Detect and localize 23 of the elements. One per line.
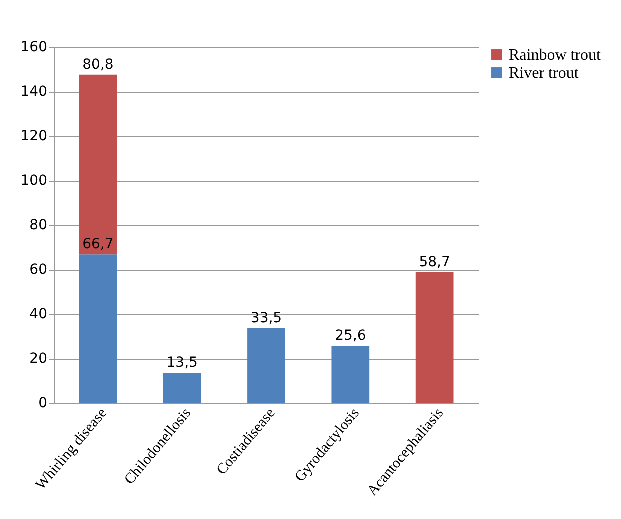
bar: [79, 254, 118, 403]
data-label: 33,5: [250, 310, 282, 326]
y-tick-label: 120: [20, 128, 48, 144]
y-tick-label: 60: [30, 262, 48, 278]
bar: [79, 74, 118, 255]
y-tick-label: 0: [38, 396, 48, 412]
y-tick-label: 140: [20, 84, 48, 100]
legend-label: Rainbow trout: [509, 47, 602, 64]
bar: [416, 272, 454, 403]
data-label: 25,6: [335, 328, 366, 344]
data-label: 13,5: [166, 354, 198, 371]
y-tick-label: 160: [20, 40, 48, 56]
bar: [163, 372, 202, 403]
y-tick-label: 20: [30, 351, 48, 367]
y-tick-label: 40: [30, 306, 48, 322]
data-label: 66,7: [82, 236, 114, 253]
bar: [332, 346, 370, 403]
data-label: 80,8: [82, 56, 114, 73]
data-label: 58,7: [419, 254, 450, 270]
y-tick-label: 80: [30, 218, 48, 234]
y-tick-label: 100: [20, 173, 48, 189]
bar: [248, 328, 286, 403]
legend-label: River trout: [509, 65, 580, 82]
